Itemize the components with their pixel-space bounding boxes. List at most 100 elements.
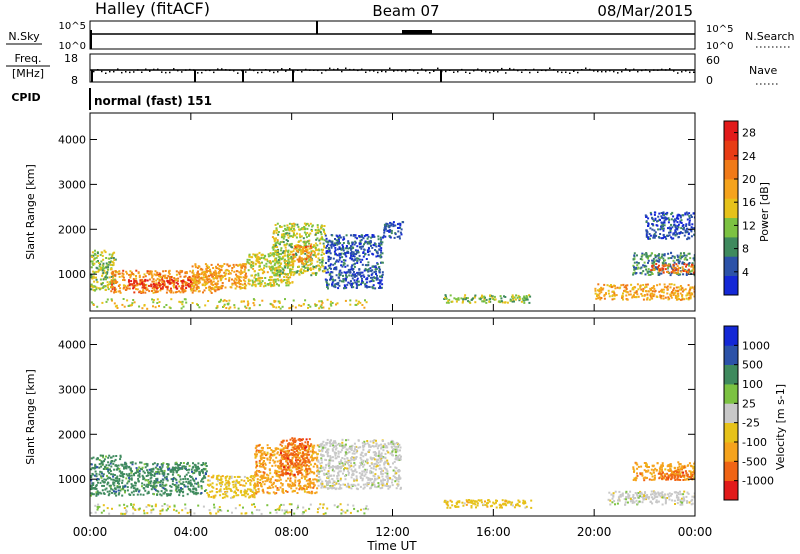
echo-cell (139, 493, 142, 496)
echo-cell (300, 250, 303, 253)
echo-cell (96, 478, 99, 480)
echo-cell (691, 263, 693, 266)
echo-cell (656, 220, 658, 223)
echo-cell (130, 280, 133, 283)
echo-cell (314, 254, 317, 257)
echo-cell (444, 294, 447, 297)
echo-cell (124, 463, 126, 466)
echo-cell (669, 274, 672, 277)
echo-cell (366, 269, 369, 272)
echo-cell (248, 255, 251, 258)
echo-cell (280, 456, 283, 459)
nave-dot (377, 71, 379, 74)
echo-cell (300, 235, 303, 238)
echo-cell (250, 264, 253, 266)
echo-cell (219, 264, 222, 267)
echo-cell (181, 303, 184, 306)
echo-cell (356, 280, 359, 283)
echo-cell (262, 489, 265, 492)
echo-cell (220, 483, 223, 486)
echo-cell (311, 459, 313, 462)
echo-cell (95, 491, 98, 494)
echo-cell (294, 454, 297, 457)
echo-cell (235, 278, 238, 281)
echo-cell (298, 256, 301, 259)
echo-cell (399, 231, 402, 234)
echo-cell (293, 223, 296, 226)
echo-cell (93, 271, 96, 274)
echo-cell (123, 279, 126, 282)
echo-cell (178, 489, 181, 492)
echo-cell (262, 461, 265, 464)
echo-cell (345, 274, 347, 277)
echo-cell (299, 235, 302, 238)
echo-cell (657, 215, 660, 218)
echo-cell (321, 225, 324, 228)
echo-cell (97, 457, 99, 460)
echo-cell (630, 283, 633, 286)
echo-cell (112, 455, 115, 458)
echo-cell (262, 285, 265, 288)
echo-cell (282, 458, 284, 461)
echo-cell (380, 249, 383, 252)
echo-cell (227, 272, 230, 275)
echo-cell (296, 271, 299, 274)
echo-cell (299, 463, 302, 466)
echo-cell (380, 251, 383, 254)
echo-cell (173, 281, 176, 284)
echo-cell (500, 297, 503, 300)
echo-cell (178, 273, 181, 276)
echo-cell (277, 447, 280, 450)
echo-cell (259, 449, 262, 452)
echo-cell (367, 270, 370, 273)
echo-cell (270, 278, 273, 281)
echo-cell (367, 235, 370, 238)
echo-cell (189, 479, 192, 482)
echo-cell (260, 268, 263, 271)
echo-cell (284, 246, 287, 249)
echo-cell (671, 255, 674, 258)
echo-cell (288, 264, 291, 267)
echo-cell (211, 485, 214, 488)
echo-cell (160, 494, 163, 497)
echo-cell (297, 265, 300, 268)
echo-cell (194, 482, 197, 485)
echo-cell (147, 474, 149, 477)
echo-cell (258, 465, 261, 467)
echo-cell (277, 251, 280, 254)
echo-cell (163, 306, 166, 309)
echo-cell (676, 227, 679, 230)
echo-cell (370, 273, 373, 276)
echo-cell (101, 301, 104, 304)
nave-dot (141, 71, 143, 73)
echo-cell (693, 270, 695, 273)
echo-cell (243, 286, 246, 289)
echo-cell (280, 482, 283, 485)
nave-dot (173, 68, 175, 70)
echo-cell (662, 233, 665, 236)
echo-cell (284, 466, 287, 469)
echo-cell (676, 216, 679, 219)
echo-cell (98, 473, 101, 476)
echo-cell (329, 240, 332, 243)
echo-cell (156, 290, 159, 293)
echo-cell (120, 472, 123, 475)
echo-cell (504, 301, 506, 304)
nave-dot (133, 71, 135, 73)
echo-cell (652, 224, 655, 227)
echo-cell (263, 264, 266, 267)
echo-cell (493, 295, 496, 298)
echo-cell (156, 464, 159, 467)
echo-cell (331, 271, 334, 274)
nave-dot (309, 69, 311, 71)
echo-cell (232, 486, 235, 489)
echo-cell (673, 287, 675, 290)
echo-cell (118, 479, 121, 482)
echo-cell (679, 214, 682, 217)
echo-cell (645, 285, 648, 288)
echo-cell (517, 294, 520, 297)
echo-cell (179, 489, 182, 492)
echo-cell (170, 298, 173, 301)
echo-cell (673, 261, 676, 264)
echo-cell (189, 270, 192, 273)
